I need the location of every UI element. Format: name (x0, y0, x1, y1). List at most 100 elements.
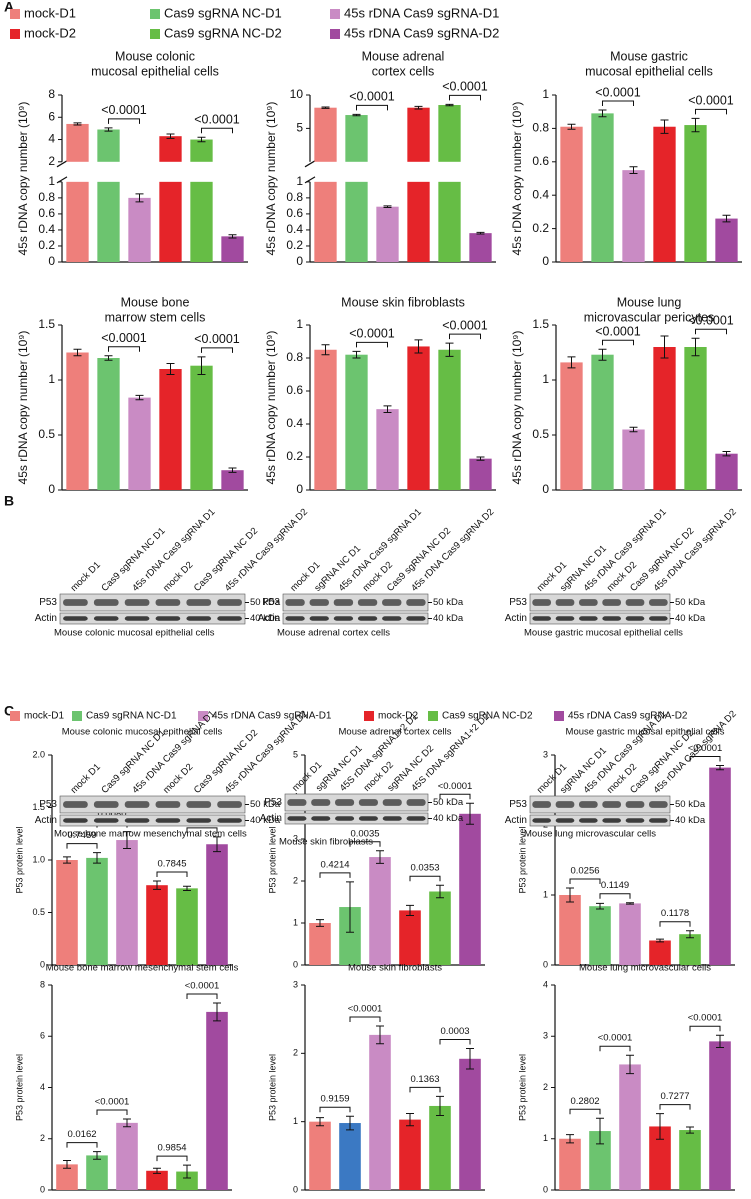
y-tick-label: 1 (293, 1116, 298, 1126)
blot-band (602, 616, 621, 621)
blot-band (625, 818, 645, 823)
row-label: P53 (262, 597, 280, 608)
error-bar (228, 467, 237, 473)
blot-band (382, 616, 402, 621)
blot-band (555, 801, 575, 808)
error-bar (135, 394, 144, 401)
error-bar (414, 105, 423, 110)
y-tick-label: 0.4 (38, 222, 55, 236)
p-value: <0.0001 (688, 1013, 723, 1024)
blot-band (287, 799, 307, 806)
y-tick-label: 1 (296, 317, 303, 331)
error-bar (166, 133, 175, 139)
y-tick-label: 1 (542, 87, 549, 101)
y-axis-label: 45s rDNA copy number (10⁹) (510, 331, 524, 485)
legend-label: 45s rDNA Cas9 sgRNA-D1 (212, 711, 332, 722)
error-bar (352, 113, 361, 117)
p-value: <0.0001 (595, 324, 641, 338)
bar (622, 429, 645, 490)
bar (66, 123, 89, 162)
blot-caption: Mouse bone marrow mesenchymal stem cells (54, 829, 247, 840)
row-label: Actin (35, 815, 57, 826)
y-axis-label: P53 protein level (14, 1054, 24, 1121)
bar (399, 910, 421, 965)
legend-label: Cas9 sgRNA NC-D1 (164, 5, 282, 20)
y-tick-label: 6 (40, 1031, 45, 1041)
error-bar (598, 109, 607, 118)
significance-bracket (201, 347, 233, 353)
row-label: P53 (509, 799, 527, 810)
blot-band (124, 616, 150, 621)
y-axis-label: 45s rDNA copy number (10⁹) (264, 331, 278, 485)
y-tick-label: 1.5 (32, 802, 45, 812)
marker-label: 40 kDa (433, 613, 464, 624)
y-tick-label: 0.2 (286, 238, 303, 252)
blot-band (625, 801, 645, 808)
error-bar (93, 1151, 101, 1160)
significance-bracket (319, 872, 351, 878)
error-bar (352, 350, 361, 359)
blot-band (287, 816, 307, 821)
blot-band (124, 818, 150, 823)
error-bar (228, 234, 237, 239)
y-tick-label: 0 (296, 482, 303, 496)
blot-band (335, 816, 355, 821)
bar (376, 206, 399, 262)
error-bar (691, 117, 700, 133)
bar (591, 113, 614, 263)
error-bar (321, 344, 330, 356)
p-value: 0.0256 (570, 866, 599, 877)
y-tick-label: 2 (48, 154, 55, 168)
p-value: <0.0001 (194, 113, 240, 127)
bar (206, 844, 228, 965)
bar (619, 1064, 641, 1190)
marker-label: 50 kDa (433, 597, 464, 608)
significance-bracket (659, 1104, 691, 1110)
y-tick-label: 10 (290, 87, 304, 101)
blot-band (63, 818, 88, 823)
blot-band (285, 616, 305, 621)
legend-label: 45s rDNA Cas9 sgRNA-D1 (344, 5, 499, 20)
axis-break (56, 160, 68, 168)
significance-bracket (439, 1039, 471, 1045)
error-bar (93, 852, 101, 864)
marker-label: 50 kDa (250, 799, 281, 810)
panel-label: A (4, 0, 14, 15)
legend-swatch (330, 9, 340, 19)
bar (459, 813, 481, 965)
y-axis-label: 45s rDNA copy number (10⁹) (264, 102, 278, 256)
significance-bracket (319, 1106, 351, 1113)
marker-label: 50 kDa (675, 597, 706, 608)
marker-label: 40 kDa (250, 613, 281, 624)
bar (429, 1105, 451, 1190)
row-label: Actin (260, 813, 282, 824)
y-tick-label: 1 (542, 372, 549, 386)
bar (159, 136, 182, 162)
y-tick-label: 0 (542, 482, 549, 496)
row-label: Actin (505, 613, 527, 624)
blot-band (406, 616, 426, 621)
blot-caption: Mouse colonic mucosal epithelial cells (54, 628, 215, 639)
bar (376, 409, 399, 490)
blot-band (406, 816, 426, 821)
y-tick-label: 0.6 (286, 206, 303, 220)
y-tick-label: 0.5 (38, 427, 55, 441)
bar (190, 365, 213, 490)
row-label: P53 (39, 597, 57, 608)
error-bar (63, 1160, 71, 1169)
bar (438, 105, 461, 162)
error-bar (722, 451, 731, 457)
bar (66, 181, 89, 262)
significance-bracket (602, 339, 634, 346)
chart-title: Mouse skin fibroblasts (341, 295, 465, 309)
blot-band (335, 799, 355, 806)
significance-bracket (66, 1142, 98, 1148)
y-axis-label: P53 protein level (517, 1054, 527, 1121)
bar (314, 181, 337, 262)
significance-bracket (569, 878, 601, 884)
p-value: 0.4214 (320, 859, 349, 870)
error-bar (566, 887, 574, 903)
error-bar (321, 106, 330, 109)
significance-bracket (156, 1155, 188, 1162)
significance-bracket (689, 1025, 721, 1032)
